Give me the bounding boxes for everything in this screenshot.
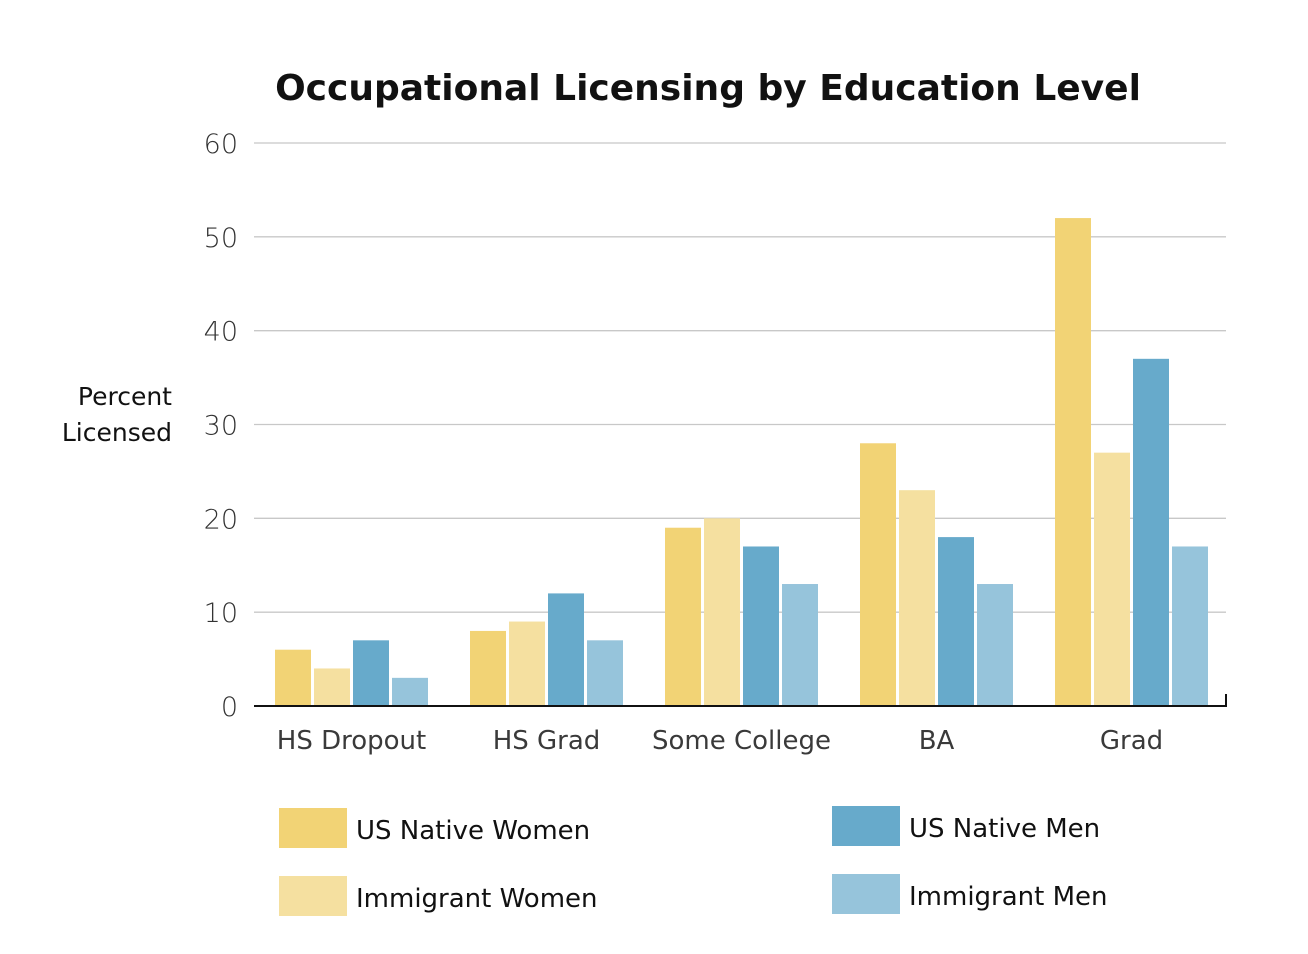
legend-swatch — [279, 876, 347, 916]
bar — [665, 527, 701, 706]
y-axis-label-line-1: Percent — [78, 382, 172, 411]
y-tick-labels: 0 10 20 30 40 50 60 — [204, 129, 238, 723]
bar — [860, 443, 896, 706]
y-tick-label: 10 — [204, 598, 238, 629]
legend-swatch — [832, 806, 900, 846]
bar — [1094, 452, 1130, 706]
x-tick-label: Some College — [652, 726, 831, 756]
x-axis — [254, 694, 1227, 707]
y-tick-label: 30 — [204, 411, 238, 442]
legend-swatch — [279, 808, 347, 848]
bar — [1133, 358, 1169, 706]
y-tick-label: 40 — [204, 317, 238, 348]
legend-label: Immigrant Women — [356, 884, 598, 914]
bar — [314, 668, 350, 706]
bar — [353, 640, 389, 706]
bar — [704, 518, 740, 706]
y-tick-label: 50 — [204, 223, 238, 254]
bar — [470, 630, 506, 706]
legend-swatch — [832, 874, 900, 914]
bar — [977, 584, 1013, 706]
x-tick-labels: HS Dropout HS Grad Some College BA Grad — [277, 726, 1163, 756]
bar — [275, 649, 311, 706]
bar — [587, 640, 623, 706]
bar — [1055, 218, 1091, 707]
y-tick-label: 60 — [204, 129, 238, 160]
bar — [899, 490, 935, 706]
legend-label: US Native Men — [909, 814, 1100, 844]
legend-label: Immigrant Men — [909, 882, 1108, 912]
chart-title: Occupational Licensing by Education Leve… — [275, 68, 1141, 109]
y-tick-label: 0 — [221, 692, 238, 723]
x-tick-label: Grad — [1100, 726, 1163, 756]
bar — [938, 537, 974, 706]
bars — [275, 218, 1208, 707]
x-tick-label: HS Grad — [493, 726, 601, 756]
x-tick-label: BA — [919, 726, 955, 756]
legend-label: US Native Women — [356, 816, 590, 846]
y-tick-label: 20 — [204, 504, 238, 535]
bar — [548, 593, 584, 706]
bar — [743, 546, 779, 706]
bar — [782, 584, 818, 706]
bar — [509, 621, 545, 706]
bar — [1172, 546, 1208, 706]
bar — [392, 677, 428, 706]
y-axis-label-line-2: Licensed — [62, 418, 172, 447]
legend: US Native Women Immigrant Women US Native … — [279, 806, 1108, 916]
x-tick-label: HS Dropout — [277, 726, 426, 756]
